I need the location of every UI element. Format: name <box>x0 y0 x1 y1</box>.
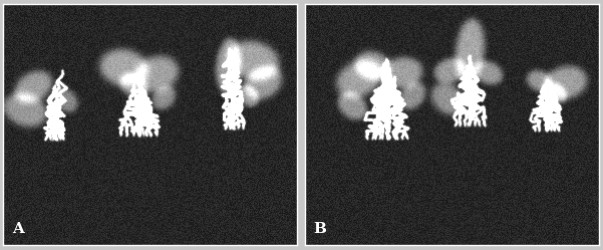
Text: A: A <box>12 222 24 235</box>
Text: B: B <box>314 222 326 235</box>
